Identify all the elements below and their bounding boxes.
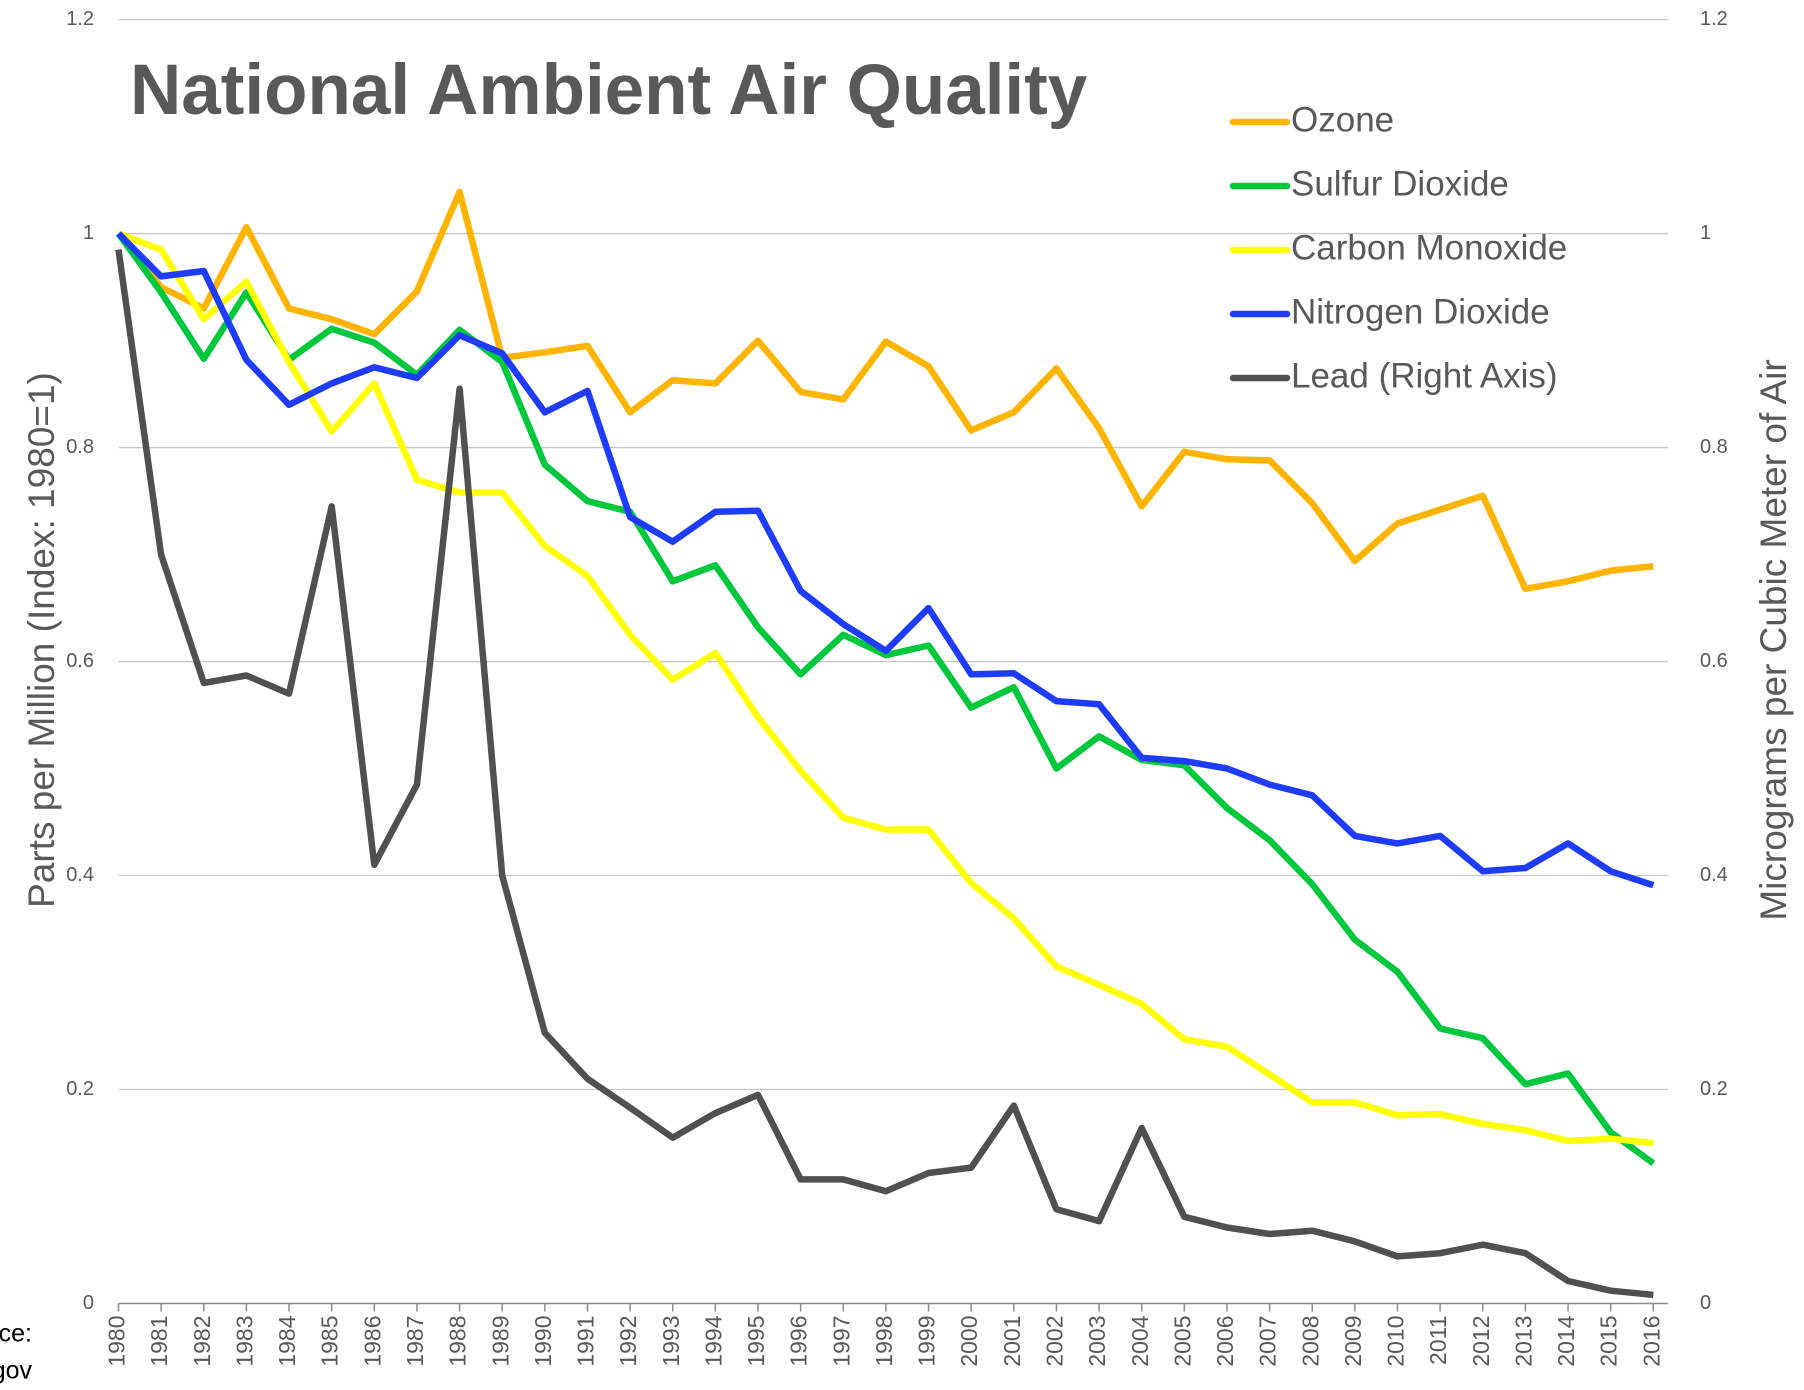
y-tick-label: 0.4 xyxy=(66,864,94,886)
x-tick-label: 2007 xyxy=(1255,1316,1281,1367)
y2-tick-label: 0.6 xyxy=(1700,650,1728,672)
y-tick-label: 0.8 xyxy=(66,436,94,458)
x-tick-label: 2015 xyxy=(1596,1316,1622,1367)
x-tick-label: 1991 xyxy=(573,1316,599,1367)
x-tick-label: 1990 xyxy=(530,1316,556,1367)
series-line xyxy=(115,249,1654,1299)
x-tick-label: 2002 xyxy=(1042,1316,1068,1367)
x-tick-label: 2013 xyxy=(1510,1316,1536,1367)
y2-tick-label: 1.2 xyxy=(1700,8,1728,30)
x-tick-label: 2004 xyxy=(1127,1315,1153,1366)
series-line xyxy=(117,230,1654,1147)
legend-label: Carbon Monoxide xyxy=(1291,228,1567,267)
x-tick-label: 1997 xyxy=(828,1316,854,1367)
y-tick-label: 0.6 xyxy=(66,650,94,672)
x-tick-label: 1996 xyxy=(786,1316,812,1367)
x-tick-label: 1984 xyxy=(274,1315,300,1366)
y-tick-label: 1 xyxy=(83,222,94,244)
source-text: ce: xyxy=(0,1320,32,1348)
x-tick-label: 1999 xyxy=(914,1316,940,1367)
x-tick-label: 2016 xyxy=(1638,1316,1664,1367)
x-tick-label: 2000 xyxy=(956,1316,982,1367)
x-tick-label: 2010 xyxy=(1383,1316,1409,1367)
legend-label: Sulfur Dioxide xyxy=(1291,164,1509,203)
x-tick-label: 1998 xyxy=(871,1316,897,1367)
x-tick-label: 2009 xyxy=(1340,1316,1366,1367)
x-tick-label: 1980 xyxy=(104,1316,130,1367)
x-tick-label: 2003 xyxy=(1084,1316,1110,1367)
y2-tick-label: 0.2 xyxy=(1700,1078,1728,1100)
source-text: gov xyxy=(0,1357,32,1385)
y-axis-label: Parts per Million (Index: 1980=1) xyxy=(21,372,62,908)
y2-tick-label: 0.8 xyxy=(1700,436,1728,458)
legend-label: Nitrogen Dioxide xyxy=(1291,292,1550,331)
x-tick-label: 1994 xyxy=(700,1315,726,1366)
series-line xyxy=(115,188,1654,593)
x-tick-label: 1993 xyxy=(658,1316,684,1367)
series-line xyxy=(116,231,1655,889)
x-tick-label: 2001 xyxy=(999,1316,1025,1367)
x-tick-label: 1987 xyxy=(402,1316,428,1367)
y-tick-label: 0 xyxy=(83,1292,94,1314)
x-tick-label: 1988 xyxy=(445,1316,471,1367)
x-tick-label: 1985 xyxy=(317,1316,343,1367)
chart-title: National Ambient Air Quality xyxy=(130,51,1088,130)
series-line xyxy=(115,231,1656,1166)
x-tick-label: 1982 xyxy=(189,1316,215,1367)
x-tick-label: 2006 xyxy=(1212,1316,1238,1367)
x-tick-label: 1995 xyxy=(743,1316,769,1367)
x-tick-label: 1981 xyxy=(146,1316,172,1367)
x-tick-label: 2005 xyxy=(1169,1316,1195,1367)
y2-tick-label: 0.4 xyxy=(1700,864,1728,886)
x-tick-label: 2014 xyxy=(1553,1315,1579,1366)
x-tick-label: 1983 xyxy=(231,1316,257,1367)
x-tick-label: 1989 xyxy=(487,1316,513,1367)
y2-axis-label: Micrograms per Cubic Meter of Air xyxy=(1753,359,1794,920)
legend-label: Lead (Right Axis) xyxy=(1291,356,1558,395)
x-tick-label: 1992 xyxy=(615,1316,641,1367)
x-tick-label: 2012 xyxy=(1468,1316,1494,1367)
legend-label: Ozone xyxy=(1291,100,1394,139)
x-tick-label: 2011 xyxy=(1425,1316,1451,1365)
y2-tick-label: 1 xyxy=(1700,222,1711,244)
x-tick-label: 2008 xyxy=(1297,1316,1323,1367)
y-tick-label: 1.2 xyxy=(66,8,94,30)
y2-tick-label: 0 xyxy=(1700,1292,1711,1314)
x-tick-label: 1986 xyxy=(359,1316,385,1367)
y-tick-label: 0.2 xyxy=(66,1078,94,1100)
